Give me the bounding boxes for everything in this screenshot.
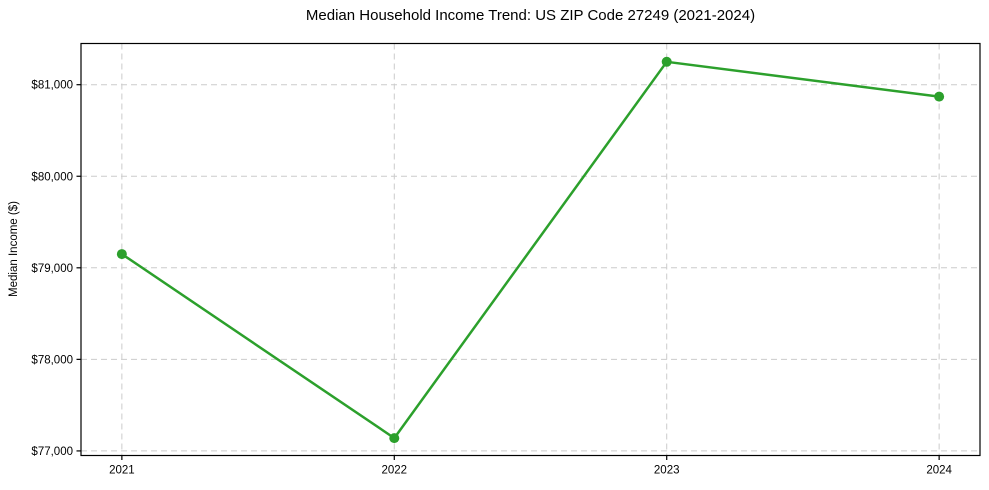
trend-line	[120, 60, 941, 440]
chart-title: Median Household Income Trend: US ZIP Co…	[305, 7, 756, 24]
x-tick-label: 2023	[654, 465, 680, 477]
y-tick-label: $77,000	[31, 446, 73, 458]
x-tick-label: 2022	[381, 465, 407, 477]
data-point-2021	[116, 249, 127, 260]
plot-border	[80, 42, 981, 457]
data-point-2024	[934, 91, 945, 102]
y-tick-label: $79,000	[31, 263, 73, 275]
y-tick-label: $80,000	[31, 171, 73, 183]
x-tick-label: 2024	[926, 465, 952, 477]
x-tick-label: 2021	[109, 465, 135, 477]
data-point-2023	[661, 56, 672, 67]
y-tick-label: $81,000	[31, 80, 73, 92]
y-tick-label: $78,000	[31, 354, 73, 366]
data-point-2022	[389, 433, 400, 444]
